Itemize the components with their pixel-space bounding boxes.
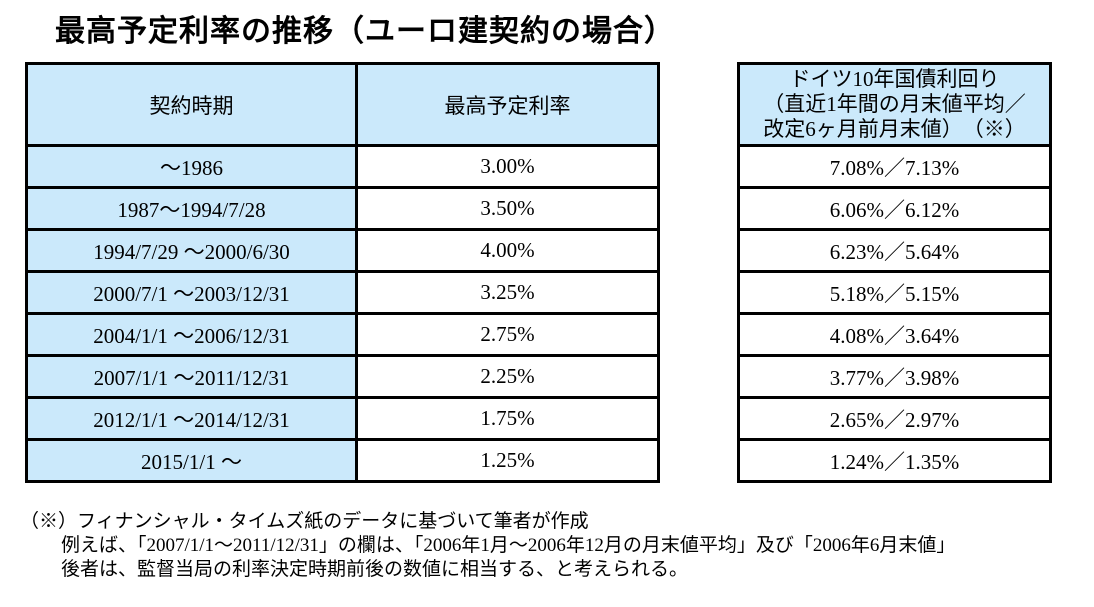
yield-cell: 1.24%／1.35% [737, 438, 1052, 483]
period-cell: 2007/1/1 ～2011/12/31 [25, 354, 358, 399]
yield-cell: 6.23%／5.64% [737, 228, 1052, 273]
table-row: 2012/1/1 ～2014/12/31 1.75% [25, 396, 660, 441]
yield-cell: 4.08%／3.64% [737, 312, 1052, 357]
yield-cell: 3.77%／3.98% [737, 354, 1052, 399]
table-row: 1994/7/29 ～2000/6/30 4.00% [25, 228, 660, 273]
table-row: 2004/1/1 ～2006/12/31 2.75% [25, 312, 660, 357]
table-row: 2.65%／2.97% [737, 396, 1052, 441]
period-cell: 2015/1/1 ～ [25, 438, 358, 483]
table-row: ～1986 3.00% [25, 144, 660, 189]
rate-cell: 2.75% [355, 312, 660, 357]
footnote-text: フィナンシャル・タイムズ紙のデータに基づいて筆者が作成 [77, 511, 589, 532]
rate-history-table: 契約時期 最高予定利率 ～1986 3.00% 1987～1994/7/28 3… [25, 62, 660, 483]
table-row: 2015/1/1 ～ 1.25% [25, 438, 660, 483]
table-header-row: 契約時期 最高予定利率 [25, 62, 660, 147]
rate-cell: 3.25% [355, 270, 660, 315]
footnote-line: （※）フィナンシャル・タイムズ紙のデータに基づいて筆者が作成 [20, 510, 955, 534]
yield-header-line: ドイツ10年国債利回り [789, 67, 1000, 91]
footnote-line: 後者は、監督当局の利率決定時期前後の数値に相当する、と考えられる。 [61, 559, 689, 580]
table-row: 7.08%／7.13% [737, 144, 1052, 189]
yield-cell: 6.06%／6.12% [737, 186, 1052, 231]
rate-cell: 1.25% [355, 438, 660, 483]
period-column-header: 契約時期 [25, 62, 358, 147]
yield-header-line: 改定6ヶ月前月末値） （※） [763, 117, 1026, 141]
table-row: 1.24%／1.35% [737, 438, 1052, 483]
rate-cell: 3.50% [355, 186, 660, 231]
yield-header-line: （直近1年間の月末値平均／ [763, 92, 1026, 116]
rate-cell: 3.00% [355, 144, 660, 189]
table-row: 1987～1994/7/28 3.50% [25, 186, 660, 231]
table-row: 4.08%／3.64% [737, 312, 1052, 357]
table-header-row: ドイツ10年国債利回り （直近1年間の月末値平均／ 改定6ヶ月前月末値） （※） [737, 62, 1052, 147]
period-cell: ～1986 [25, 144, 358, 189]
yield-cell: 2.65%／2.97% [737, 396, 1052, 441]
table-row: 3.77%／3.98% [737, 354, 1052, 399]
yield-cell: 5.18%／5.15% [737, 270, 1052, 315]
german-bond-yield-table: ドイツ10年国債利回り （直近1年間の月末値平均／ 改定6ヶ月前月末値） （※）… [737, 62, 1052, 483]
period-cell: 2000/7/1 ～2003/12/31 [25, 270, 358, 315]
period-cell: 1994/7/29 ～2000/6/30 [25, 228, 358, 273]
rate-cell: 4.00% [355, 228, 660, 273]
rate-column-header: 最高予定利率 [355, 62, 660, 147]
table-row: 2007/1/1 ～2011/12/31 2.25% [25, 354, 660, 399]
table-row: 6.06%／6.12% [737, 186, 1052, 231]
page-title: 最高予定利率の推移（ユーロ建契約の場合） [55, 15, 675, 48]
period-cell: 2004/1/1 ～2006/12/31 [25, 312, 358, 357]
period-cell: 1987～1994/7/28 [25, 186, 358, 231]
rate-cell: 2.25% [355, 354, 660, 399]
yield-column-header: ドイツ10年国債利回り （直近1年間の月末値平均／ 改定6ヶ月前月末値） （※） [737, 62, 1052, 147]
yield-cell: 7.08%／7.13% [737, 144, 1052, 189]
footnotes: （※）フィナンシャル・タイムズ紙のデータに基づいて筆者が作成 例えば、「2007… [20, 510, 955, 582]
footnote-marker: （※） [20, 511, 78, 532]
table-row: 5.18%／5.15% [737, 270, 1052, 315]
rate-cell: 1.75% [355, 396, 660, 441]
table-row: 2000/7/1 ～2003/12/31 3.25% [25, 270, 660, 315]
table-row: 6.23%／5.64% [737, 228, 1052, 273]
footnote-line: 例えば、「2007/1/1～2011/12/31」の欄は、「2006年1月～20… [61, 535, 956, 556]
period-cell: 2012/1/1 ～2014/12/31 [25, 396, 358, 441]
